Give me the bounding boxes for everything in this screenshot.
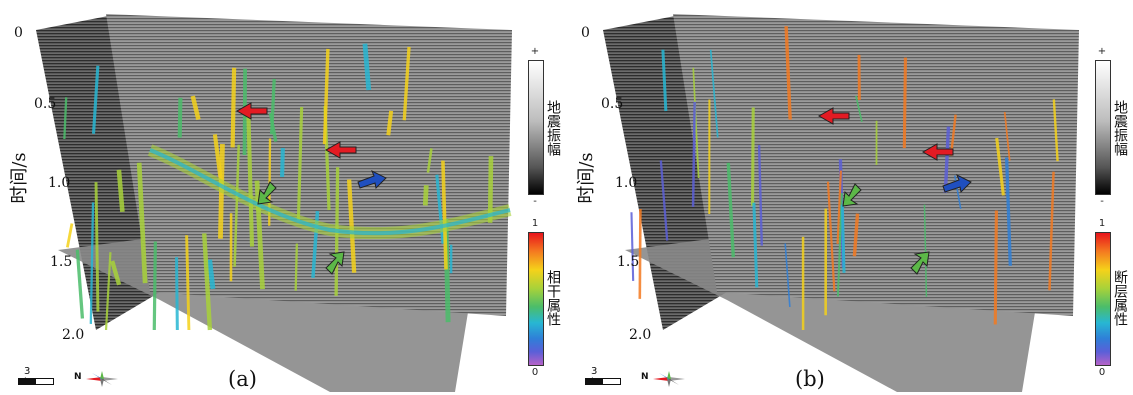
seismic-main-panel <box>673 14 1079 316</box>
compass-rose-icon <box>86 371 118 387</box>
green-arrow-icon <box>842 183 862 207</box>
y-tick: 0 <box>14 25 23 41</box>
scale-bar-graphic <box>18 378 54 385</box>
compass-rose-icon <box>653 371 685 387</box>
amplitude-colorbar-label: 地震振幅 <box>545 100 561 156</box>
amplitude-colorbar-label: 地震振幅 <box>1112 100 1128 156</box>
seismic-main-panel <box>106 14 512 316</box>
colorbar-top-value: 1 <box>531 218 539 229</box>
y-tick: 2.0 <box>62 327 85 343</box>
attribute-colorbar-label: 断层属性 <box>1112 270 1128 326</box>
red-arrow-icon <box>817 107 850 125</box>
green-arrow-icon <box>910 251 930 275</box>
y-tick: 0 <box>581 25 590 41</box>
colorbar-minus: - <box>533 196 537 207</box>
colorbar-bottom-value: 0 <box>1098 367 1106 378</box>
y-tick: 1.0 <box>48 175 71 191</box>
y-axis-label: 时间/s <box>576 152 597 204</box>
y-tick: 0.5 <box>601 96 624 112</box>
compass-north-label: N <box>74 372 82 382</box>
y-tick: 1.5 <box>50 254 73 270</box>
attribute-overlay <box>63 43 512 331</box>
colorbar-minus: - <box>1100 196 1104 207</box>
panel-caption: (b) <box>795 367 825 391</box>
seismic-cube-a <box>36 14 512 392</box>
y-axis-label: 时间/s <box>9 152 30 204</box>
red-arrow-icon <box>921 143 954 161</box>
colorbar-top-value: 1 <box>1098 218 1106 229</box>
red-arrow-icon <box>324 141 357 159</box>
attribute-colorbar-label: 相干属性 <box>545 270 561 326</box>
colorbar-bottom-value: 0 <box>531 367 539 378</box>
green-arrow-icon <box>325 251 345 275</box>
y-tick: 1.0 <box>615 175 638 191</box>
compass-north-label: N <box>641 372 649 382</box>
panel-caption: (a) <box>228 367 257 391</box>
seismic-cube-b <box>603 14 1079 392</box>
red-arrow-icon <box>235 102 268 120</box>
panel-a: 时间/s 0 0.5 1.0 1.5 2.0 + - 地震振幅 1 0 相干属性… <box>0 0 566 395</box>
blue-arrow-icon <box>357 169 387 190</box>
y-tick: 1.5 <box>617 254 640 270</box>
attribute-colorbar <box>1095 232 1111 366</box>
scale-bar-graphic <box>585 378 621 385</box>
y-tick: 2.0 <box>629 327 652 343</box>
amplitude-colorbar <box>1095 60 1111 195</box>
colorbar-plus: + <box>530 46 540 57</box>
green-arrow-icon <box>257 181 277 205</box>
blue-arrow-icon <box>942 173 972 194</box>
panel-b: 时间/s 0 0.5 1.0 1.5 2.0 + - 地震振幅 1 0 断层属性… <box>567 0 1133 395</box>
attribute-colorbar <box>528 232 544 366</box>
y-tick: 0.5 <box>34 96 57 112</box>
attribute-overlay <box>630 26 1059 331</box>
colorbar-plus: + <box>1097 46 1107 57</box>
amplitude-colorbar <box>528 60 544 195</box>
